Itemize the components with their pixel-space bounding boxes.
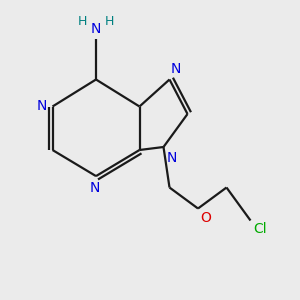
Text: N: N xyxy=(167,151,177,165)
Text: Cl: Cl xyxy=(254,222,267,236)
Text: N: N xyxy=(171,62,181,76)
Text: N: N xyxy=(89,182,100,196)
Text: N: N xyxy=(37,100,47,113)
Text: H: H xyxy=(105,15,114,28)
Text: O: O xyxy=(200,212,211,226)
Text: N: N xyxy=(91,22,101,36)
Text: H: H xyxy=(78,15,87,28)
